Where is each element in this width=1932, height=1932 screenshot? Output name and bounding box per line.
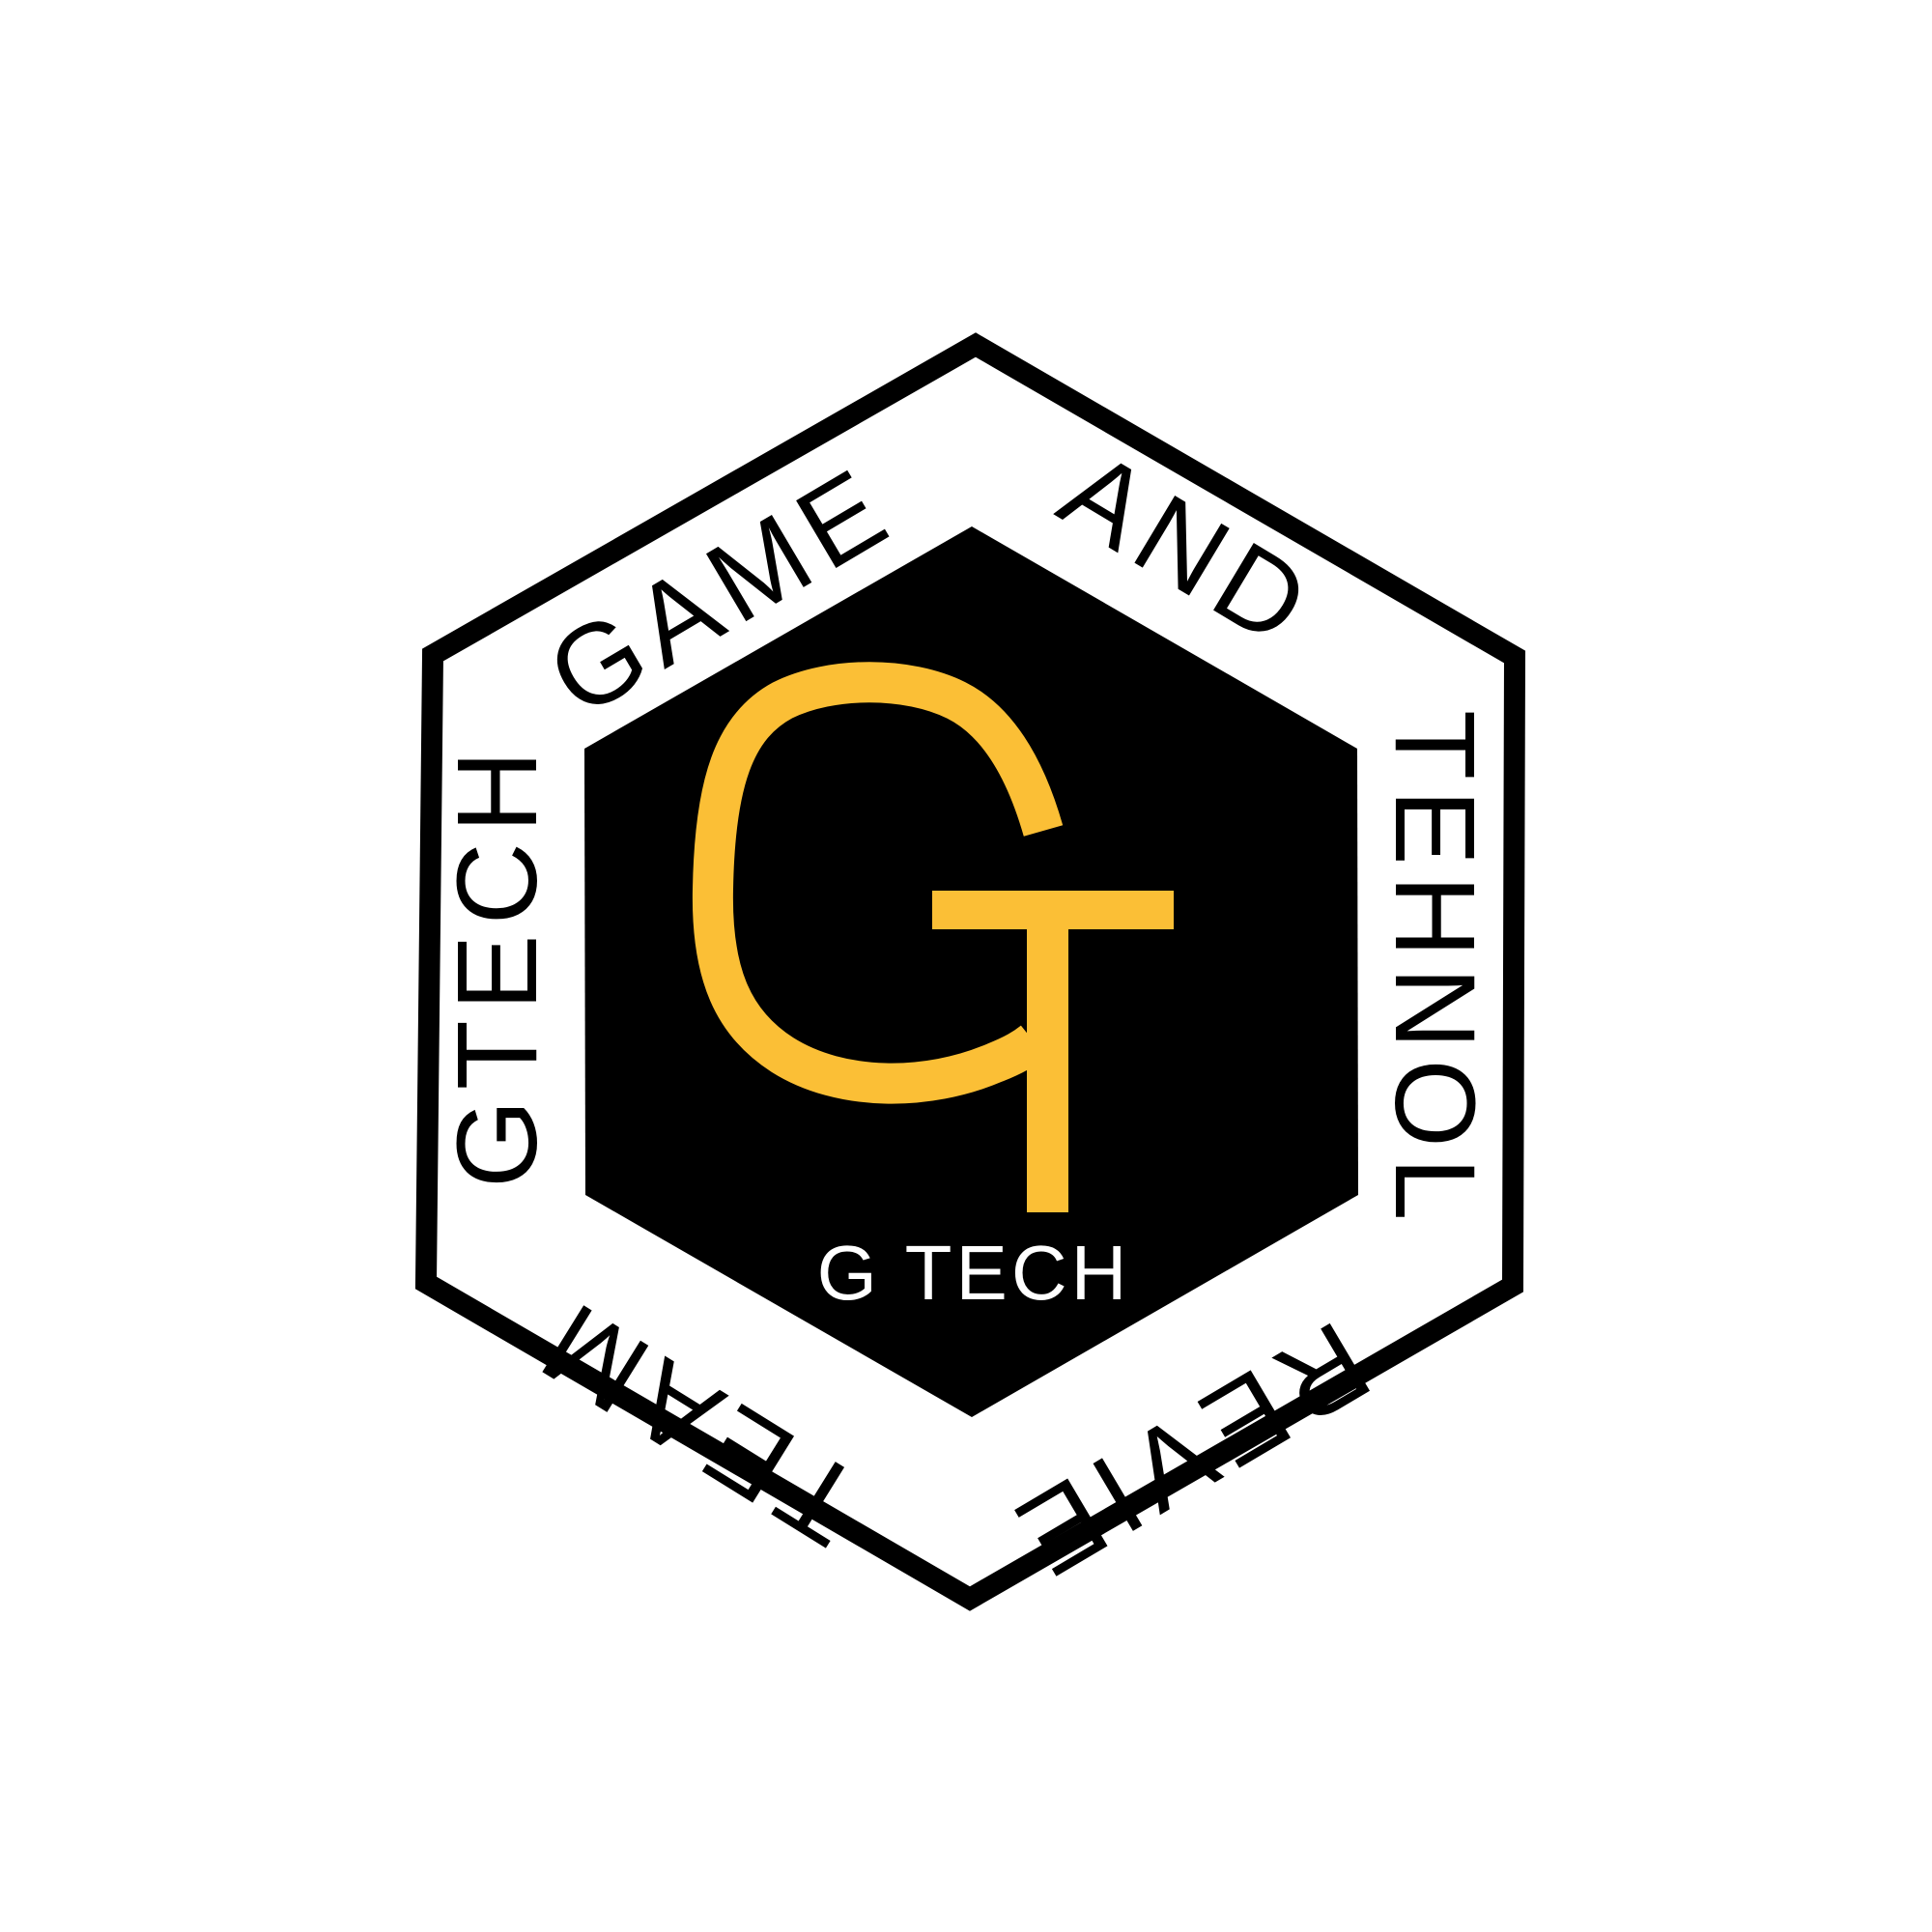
brand-label: G TECH — [817, 1230, 1131, 1316]
ring-word-left: GTECH — [434, 741, 561, 1188]
gt-monogram — [692, 662, 1174, 1212]
outer-hexagon-frame — [414, 332, 1526, 1611]
inner-hexagon — [584, 526, 1358, 1417]
monogram-g-stroke — [692, 662, 1064, 1104]
monogram-t-stem — [1027, 891, 1068, 1212]
